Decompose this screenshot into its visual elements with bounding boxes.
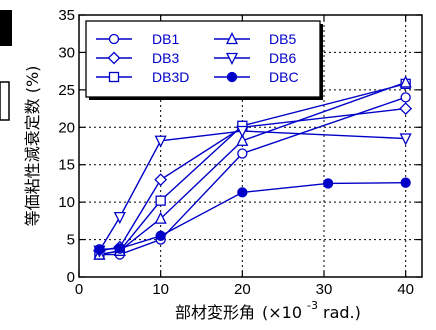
x-axis-title-tail: rad.) (323, 303, 361, 322)
data-point-db1 (237, 148, 248, 159)
ticks (78, 14, 422, 278)
data-point-db3 (399, 102, 413, 115)
data-point-db5 (154, 211, 167, 224)
legend: DB1 DB5 DB3 DB6 DB3D DBC (85, 20, 323, 100)
tick-labels: 0 10 20 30 40 0 5 10 15 20 25 30 35 (58, 7, 414, 298)
legend-marker-db3d (108, 71, 120, 83)
data-point-db6 (154, 135, 167, 148)
legend-shadow-right (320, 24, 323, 100)
y-axis-title: 等価粘性減衰定数 (%) (23, 66, 42, 227)
data-point-dbc (400, 177, 411, 188)
x-axis-title-unit: (×10 (262, 303, 302, 322)
legend-marker-db5 (225, 32, 239, 45)
data-point-db6 (399, 133, 412, 146)
x-axis-title-main: 部材変形角 (175, 303, 255, 322)
y-tick-label: 15 (58, 157, 75, 174)
markers-layer (92, 75, 413, 260)
legend-marker-db3 (107, 51, 121, 65)
data-point-dbc (94, 244, 105, 255)
x-tick-label: 20 (234, 281, 251, 298)
x-tick-label: 30 (316, 281, 333, 298)
y-tick-label: 5 (67, 232, 75, 249)
x-tick-label: 0 (75, 281, 83, 298)
left-edge-artifact (0, 0, 14, 326)
plot-frame (78, 14, 423, 278)
legend-marker-dbc (226, 71, 238, 83)
data-point-db5 (399, 75, 412, 88)
series-layer (98, 81, 406, 256)
data-point-dbc (237, 187, 248, 198)
grid (79, 15, 422, 277)
data-point-dbc (114, 243, 125, 254)
y-tick-label: 30 (58, 44, 75, 61)
legend-shadow-bottom (89, 97, 323, 100)
legend-label-dbc: DBC (269, 69, 299, 85)
data-point-db5 (236, 133, 249, 146)
legend-label-db6: DB6 (269, 50, 296, 66)
data-point-db6 (113, 211, 126, 225)
legend-label-db3d: DB3D (152, 69, 189, 85)
legend-label-db1: DB1 (152, 31, 179, 47)
y-tick-label: 10 (58, 194, 75, 211)
legend-label-db5: DB5 (269, 31, 296, 47)
data-point-dbc (322, 178, 334, 189)
y-tick-label: 25 (58, 82, 75, 99)
x-tick-label: 40 (397, 281, 414, 298)
legend-marker-db1 (108, 33, 120, 45)
data-point-db6 (236, 125, 249, 138)
x-tick-label: 10 (152, 281, 169, 298)
data-point-db3d (155, 195, 166, 206)
data-point-db1 (400, 92, 411, 103)
legend-label-db3: DB3 (152, 50, 179, 66)
x-axis-title-exponent: -3 (307, 299, 318, 312)
y-tick-label: 35 (58, 7, 75, 24)
data-point-db3 (154, 173, 168, 187)
y-tick-label: 20 (58, 119, 75, 136)
y-tick-label: 0 (67, 269, 75, 286)
legend-marker-db6 (225, 52, 239, 65)
x-axis-title: 部材変形角 (×10 -3 rad.) (175, 299, 361, 322)
data-point-dbc (155, 230, 166, 241)
series-line-db3 (99, 107, 406, 252)
